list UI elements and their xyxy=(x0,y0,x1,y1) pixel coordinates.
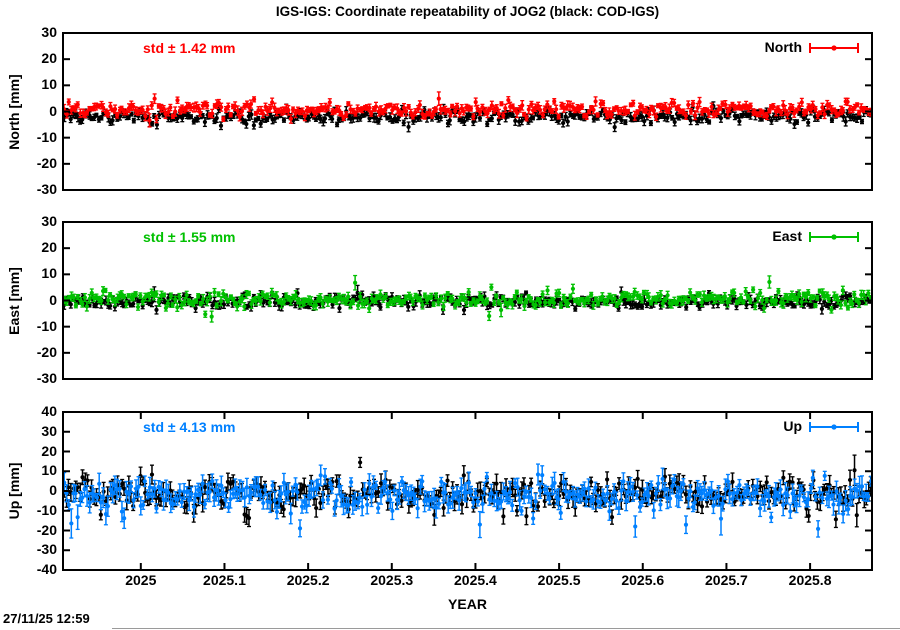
legend-label-east: East xyxy=(772,228,802,244)
y-tick-label-north: -20 xyxy=(36,154,57,171)
legend-label-north: North xyxy=(764,39,802,55)
x-tick-label: 2025.1 xyxy=(203,572,246,588)
y-tick-label-up: 40 xyxy=(41,403,57,419)
legend-label-up: Up xyxy=(783,418,802,434)
panel-data-up xyxy=(63,454,872,539)
y-tick-label-up: -40 xyxy=(36,561,57,577)
y-tick-label-north: 30 xyxy=(41,24,57,40)
y-tick-label-up: -10 xyxy=(36,501,57,518)
y-tick-label-east: 20 xyxy=(41,239,57,256)
legend-sample-north xyxy=(809,43,859,53)
x-tick-label: 2025.2 xyxy=(286,572,330,588)
y-tick-label-north: 0 xyxy=(49,102,57,119)
x-tick-label: 2025.7 xyxy=(705,572,748,588)
std-label-east: std ± 1.55 mm xyxy=(143,229,236,245)
y-axis-title-up: Up [mm] xyxy=(6,462,22,520)
y-tick-label-north: 20 xyxy=(41,50,57,67)
y-tick-label-up: 10 xyxy=(41,462,57,479)
panel-data-east xyxy=(63,274,872,323)
x-tick-label: 2025.5 xyxy=(537,572,581,588)
chart-title: IGS-IGS: Coordinate repeatability of JOG… xyxy=(275,4,660,19)
x-tick-label: 2025.3 xyxy=(370,572,414,588)
y-tick-label-north: -10 xyxy=(36,128,57,145)
x-tick-label: 2025.4 xyxy=(454,572,497,588)
legend-sample-east xyxy=(809,232,859,242)
legend-sample-up xyxy=(809,422,859,432)
x-tick-label: 2025.8 xyxy=(788,572,832,588)
y-tick-label-east: 30 xyxy=(41,213,57,229)
panel-up xyxy=(62,411,873,571)
y-axis-title-north: North [mm] xyxy=(6,73,22,150)
bottom-border-line xyxy=(112,628,900,629)
x-axis-title: YEAR xyxy=(448,596,487,612)
panel-east xyxy=(62,221,873,380)
y-tick-label-up: 30 xyxy=(41,422,57,439)
std-label-north: std ± 1.42 mm xyxy=(143,40,236,56)
y-tick-label-up: -20 xyxy=(36,521,57,538)
x-tick-label: 2025.6 xyxy=(621,572,665,588)
x-tick-label: 2025 xyxy=(125,572,157,588)
y-tick-label-east: -20 xyxy=(36,343,57,360)
y-tick-label-east: -30 xyxy=(36,370,57,386)
y-tick-label-east: 0 xyxy=(49,291,57,308)
std-label-up: std ± 4.13 mm xyxy=(143,419,236,435)
y-tick-label-east: -10 xyxy=(36,317,57,334)
y-tick-label-up: 20 xyxy=(41,442,57,459)
y-tick-label-north: 10 xyxy=(41,76,57,93)
y-tick-label-north: -30 xyxy=(36,181,57,197)
y-tick-label-up: 0 xyxy=(49,482,57,498)
panel-data-north xyxy=(63,91,872,133)
timestamp: 27/11/25 12:59 xyxy=(3,611,90,626)
y-tick-label-east: 10 xyxy=(41,265,57,282)
panel-north xyxy=(62,32,873,191)
y-tick-label-up: -30 xyxy=(36,541,57,558)
y-axis-title-east: East [mm] xyxy=(6,266,22,335)
